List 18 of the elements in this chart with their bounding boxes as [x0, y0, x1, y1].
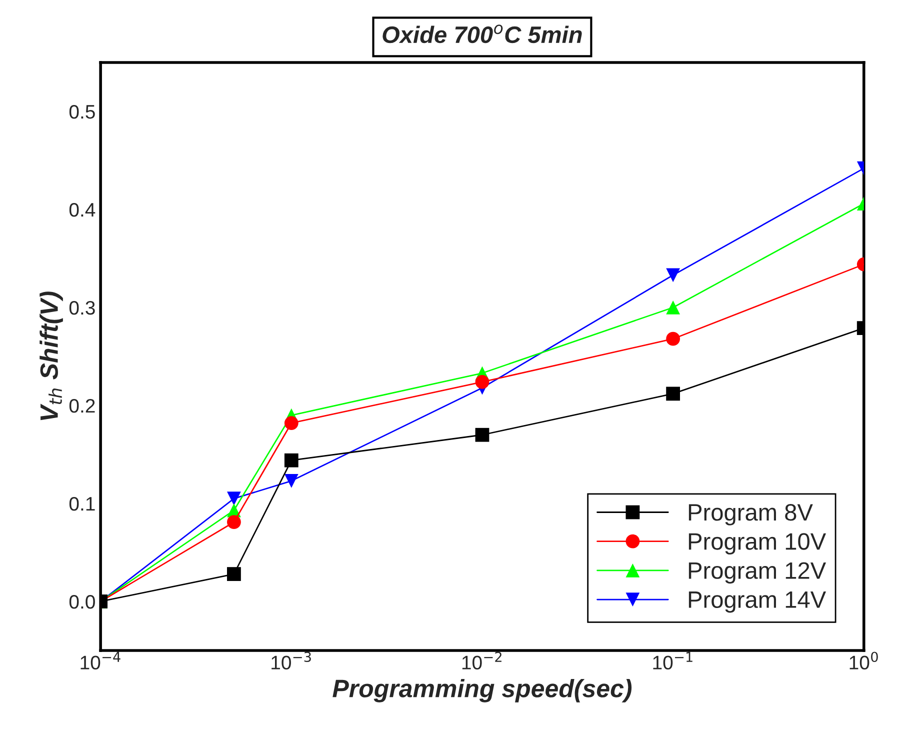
legend-label: Program 12V — [688, 562, 826, 584]
y-tick-label: 0.4 — [69, 202, 96, 217]
x-axis-title: Programming speed(sec) — [332, 679, 632, 702]
y-tick-label: 0.3 — [69, 300, 95, 315]
x-tick-label: 10$^{−2}$ — [462, 652, 502, 670]
y-tick-label: 0.2 — [69, 398, 95, 413]
legend-label: Program 14V — [688, 592, 826, 613]
y-axis-title: V$_{th}$ Shift(V) — [40, 292, 63, 420]
x-tick-label: 10$^{0}$ — [850, 652, 878, 670]
y-tick-label: 0.5 — [69, 104, 95, 119]
legend-label: Program 8V — [688, 504, 813, 526]
legend-label: Program 10V — [688, 533, 826, 555]
x-tick-label: 10$^{−4}$ — [80, 652, 120, 670]
y-tick-label: 0.0 — [69, 594, 95, 609]
x-tick-label: 10$^{−3}$ — [272, 652, 311, 670]
y-tick-label: 0.1 — [69, 496, 95, 511]
x-tick-label: 10$^{−1}$ — [653, 652, 692, 670]
chart-title: Oxide 700$^{o}$C 5min — [382, 24, 582, 44]
